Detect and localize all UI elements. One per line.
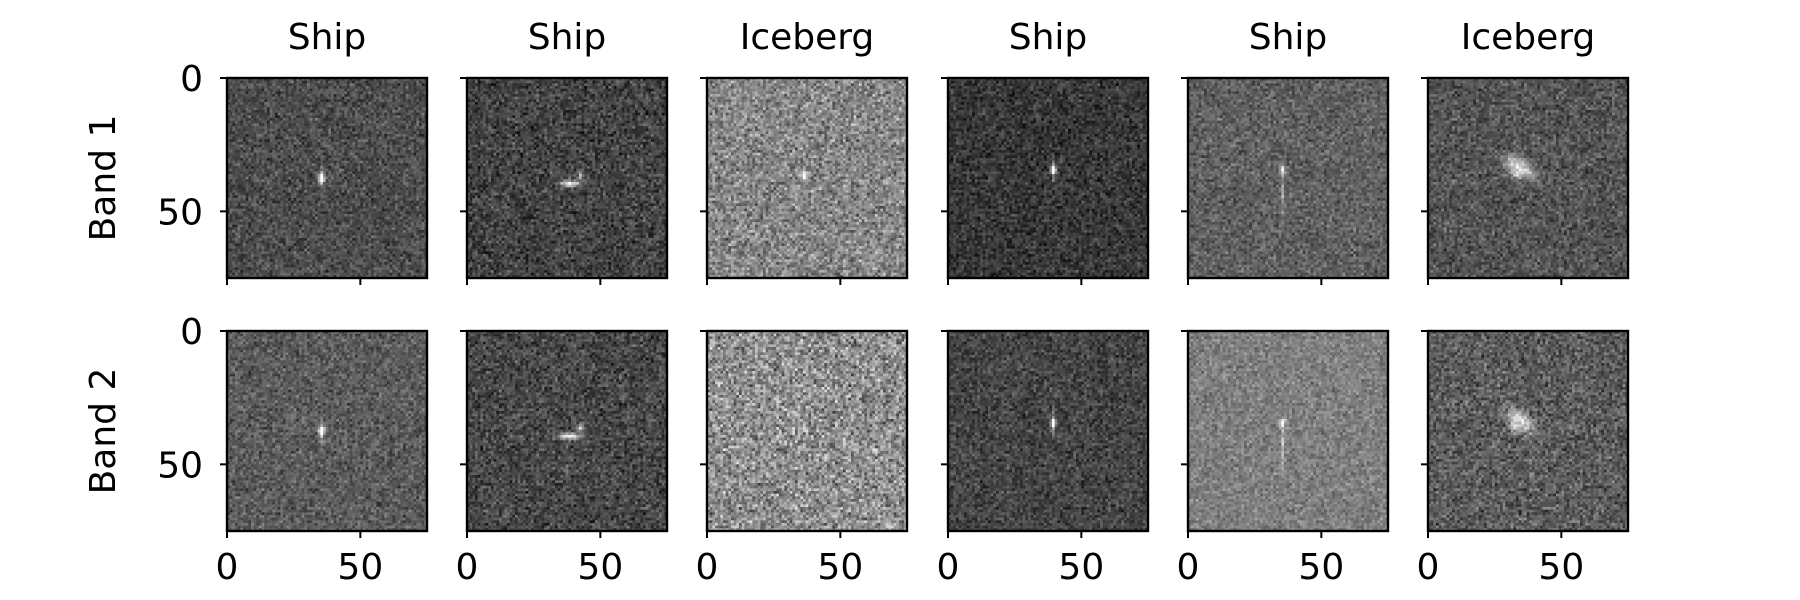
image-panel [1188,331,1388,531]
image-panel [467,78,667,278]
image-panel [467,331,667,531]
image-panel [948,78,1148,278]
image-panel [948,331,1148,531]
row-label: Band 1 [83,115,124,242]
x-tick-label: 0 [1417,547,1440,588]
image-panel [1428,78,1628,278]
x-tick-label: 50 [817,547,863,588]
panel-title: Ship [1249,17,1328,58]
x-tick-label: 50 [1058,547,1104,588]
y-tick-label: 50 [157,445,203,486]
x-tick-label: 50 [1298,547,1344,588]
x-tick-label: 50 [577,547,623,588]
panel-title: Ship [288,17,367,58]
x-tick-label: 0 [456,547,479,588]
image-panel [1428,331,1628,531]
x-tick-label: 0 [696,547,719,588]
panel-title: Iceberg [740,17,875,58]
x-tick-label: 0 [1177,547,1200,588]
x-tick-label: 0 [937,547,960,588]
y-tick-label: 0 [180,312,203,353]
y-tick-label: 50 [157,192,203,233]
x-tick-label: 50 [337,547,383,588]
panel-title: Ship [528,17,607,58]
image-panel [227,78,427,278]
image-panel [707,331,907,531]
row-label: Band 2 [83,368,124,495]
y-tick-label: 0 [180,59,203,100]
x-tick-label: 0 [216,547,239,588]
x-tick-label: 50 [1538,547,1584,588]
image-panel [1188,78,1388,278]
panel-title: Iceberg [1461,17,1596,58]
panel-title: Ship [1009,17,1088,58]
image-panel [707,78,907,278]
image-panel [227,331,427,531]
